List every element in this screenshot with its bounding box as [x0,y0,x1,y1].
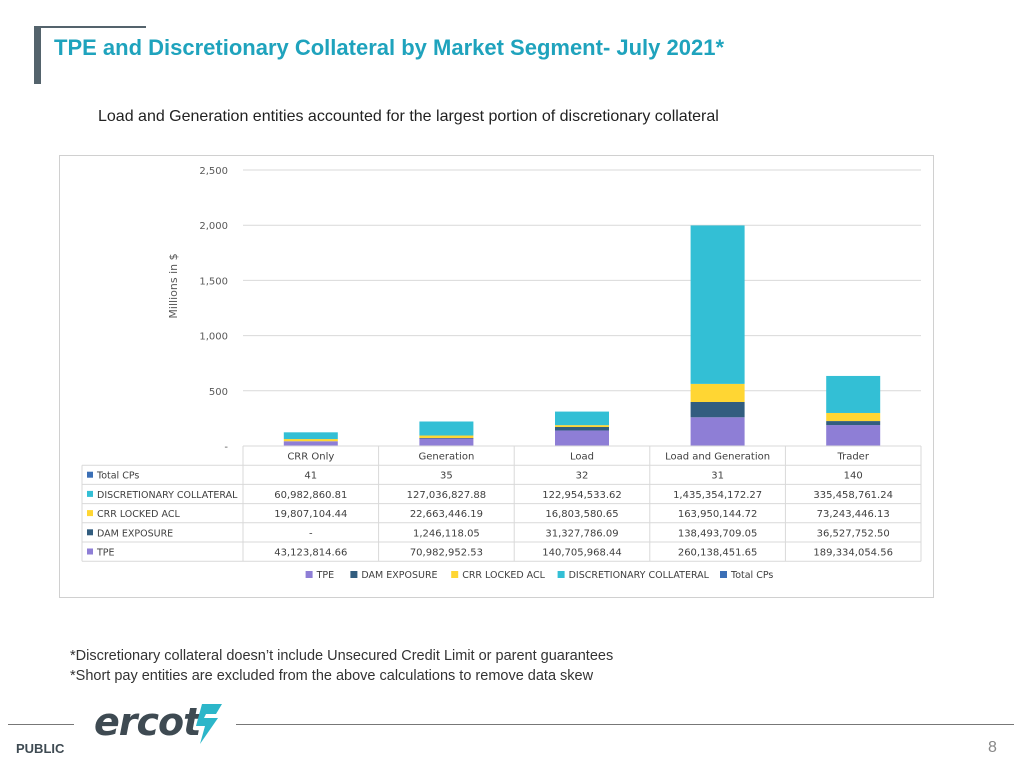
ercot-logo-text: ercot [94,700,201,744]
category-label: CRR Only [287,452,334,463]
y-tick-label: 1,500 [199,276,228,287]
legend-label: DISCRETIONARY COLLATERAL [569,570,710,581]
data-label: 127,036,827.88 [407,490,487,501]
data-label: - [309,528,313,539]
data-label: 43,123,814.66 [274,548,347,559]
table-legend-key-tpe [87,548,93,555]
bar-dam-1 [419,438,474,439]
bar-tpe-2 [555,430,609,446]
bar-crr-4 [826,412,881,422]
bar-disc-2 [555,411,609,426]
data-label: 60,982,860.81 [274,490,347,501]
table-row-label: DISCRETIONARY COLLATERAL [97,490,238,501]
data-label: 19,807,104.44 [274,509,347,520]
data-label: 189,334,054.56 [813,548,893,559]
category-label: Load and Generation [665,452,770,463]
y-tick-label: 2,500 [199,166,228,177]
bar-crr-0 [283,439,338,442]
bar-disc-1 [419,421,474,436]
data-label: 70,982,952.53 [410,548,483,559]
data-label: 22,663,446.19 [410,509,483,520]
legend-label: CRR LOCKED ACL [462,570,545,581]
data-label: 32 [576,471,589,482]
data-label: 163,950,144.72 [678,509,758,520]
table-row-label: TPE [96,548,115,559]
bar-dam-4 [826,421,881,426]
data-label: 1,246,118.05 [413,528,480,539]
title-accent-line [34,26,146,28]
legend-label: DAM EXPOSURE [361,570,437,581]
bar-dam-2 [555,427,609,431]
chart-container: - 500 1,000 1,500 2,000 2,500 Millions in $ CRR… [59,155,934,598]
data-label: 138,493,709.05 [678,528,758,539]
title-accent-bar [34,26,41,84]
y-tick-label: - [224,442,228,453]
page-number: 8 [988,739,997,756]
table-legend-key-disc [87,490,93,497]
bar-tpe-1 [419,438,474,446]
y-axis-title: Millions in $ [167,253,180,318]
category-label: Generation [419,452,475,463]
bar-disc-3 [690,225,745,384]
category-label: Load [570,452,594,463]
table-row-label: DAM EXPOSURE [97,528,173,539]
table-legend-key-cps [87,471,93,478]
bar-disc-4 [826,375,881,413]
bar-dam-3 [690,401,745,418]
table-row-label: Total CPs [96,471,139,482]
data-label: 35 [440,471,453,482]
data-label: 16,803,580.65 [545,509,618,520]
public-label: PUBLIC [16,741,65,756]
data-label: 122,954,533.62 [542,490,622,501]
data-label: 73,243,446.13 [817,509,890,520]
data-label: 31 [711,471,724,482]
data-label: 335,458,761.24 [813,490,893,501]
legend-swatch-cps [720,571,727,578]
legend-swatch-tpe [305,571,313,578]
footer-divider-left [8,724,74,725]
legend-swatch-dam [350,571,358,578]
table-row-label: CRR LOCKED ACL [97,509,180,520]
stacked-bar-chart: - 500 1,000 1,500 2,000 2,500 Millions in $ CRR… [81,166,922,581]
bar-disc-0 [283,432,338,440]
footer-divider-right [236,724,1014,725]
table-legend-key-crr [87,510,93,517]
data-label: 41 [304,471,317,482]
legend-swatch-disc [557,571,565,578]
footnote-2: *Short pay entities are excluded from th… [70,668,594,684]
y-tick-label: 2,000 [199,221,228,232]
data-label: 140 [844,471,863,482]
category-label: Trader [836,452,869,463]
bar-tpe-3 [690,417,745,446]
data-label: 260,138,451.65 [678,548,758,559]
data-label: 140,705,968.44 [542,548,622,559]
bar-crr-1 [419,435,474,439]
legend-label: TPE [316,570,335,581]
legend-label: Total CPs [730,570,773,581]
bar-crr-3 [690,383,745,402]
footnote-1: *Discretionary collateral doesn’t includ… [70,648,614,664]
page-subtitle: Load and Generation entities accounted f… [98,108,719,125]
data-label: 36,527,752.50 [817,528,890,539]
table-legend-key-dam [87,529,93,536]
y-tick-label: 1,000 [199,332,228,343]
ercot-logo-icon [196,704,222,744]
y-tick-label: 500 [209,387,228,398]
data-label: 31,327,786.09 [545,528,618,539]
data-label: 1,435,354,172.27 [673,490,762,501]
page-title: TPE and Discretionary Collateral by Mark… [54,35,725,60]
bar-crr-2 [555,425,609,428]
legend-swatch-crr [451,571,459,578]
bar-tpe-0 [283,441,338,446]
bar-tpe-4 [826,425,881,446]
